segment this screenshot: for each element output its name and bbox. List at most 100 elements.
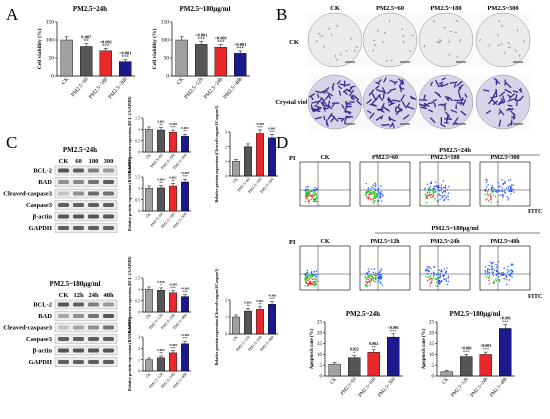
flow-event-dot (428, 187, 431, 189)
microscopy-field (307, 12, 363, 68)
blot-band (73, 191, 84, 196)
cell-mark (502, 95, 506, 103)
flow-plot-label: CK (321, 155, 330, 161)
flow-event-dot (501, 187, 503, 189)
chart-category-label: PM2.5~300 (378, 377, 397, 399)
chart-bar (175, 39, 188, 77)
chart-y-tick-label: 0 (51, 74, 54, 80)
blot-band (73, 168, 84, 173)
flow-event-dot (426, 192, 428, 194)
chart-bar (99, 50, 112, 77)
flow-event-dot (487, 200, 490, 202)
flow-event-dot (435, 181, 437, 183)
flow-event-dot (438, 193, 441, 196)
flow-event-dot (439, 274, 441, 276)
cell-mark (440, 123, 446, 128)
cell-mark (385, 108, 390, 112)
chart-p-value-label: <0.001 (256, 122, 265, 126)
flow-event-dot (446, 189, 449, 191)
cell-mark (371, 92, 376, 100)
flow-event-dot (437, 184, 440, 187)
flow-event-dot (495, 269, 498, 271)
chart-y-tick-label: 3 (138, 335, 140, 340)
flow-event-dot (375, 194, 378, 196)
flow-event-dot (507, 197, 510, 199)
flow-event-dot (309, 282, 312, 285)
cell-mark (336, 24, 338, 28)
flow-event-dot (380, 268, 383, 270)
flow-event-dot (374, 194, 376, 196)
cell-mark (457, 87, 462, 92)
cell-mark (497, 101, 504, 106)
chart-bar (195, 44, 208, 77)
cell-mark (452, 122, 458, 126)
flow-event-dot (380, 269, 382, 272)
flow-event-dot (364, 194, 366, 196)
chart-p-value-label: <0.001 (388, 325, 399, 330)
flow-event-dot (309, 278, 311, 280)
cell-mark (339, 83, 346, 86)
flow-plot-label: PM2.5~24h (430, 239, 460, 245)
flow-event-dot (369, 191, 371, 194)
chart-significance-stars: ** (159, 124, 163, 128)
panel-letter-d: D (276, 133, 288, 152)
cell-mark (399, 84, 403, 93)
blot-lane-label: CK (59, 292, 69, 299)
flow-event-dot (487, 268, 489, 270)
blot-band-label: GAPDH (29, 225, 52, 232)
flow-event-dot (368, 273, 370, 275)
chart-significance-stars: ** (246, 305, 250, 309)
flow-event-dot (433, 266, 436, 268)
cell-mark (490, 95, 498, 99)
flow-event-dot (308, 274, 310, 276)
cell-mark (400, 94, 405, 102)
flow-event-dot (428, 270, 430, 272)
flow-event-dot (313, 282, 315, 284)
flow-event-dot (436, 281, 438, 284)
flow-event-dot (371, 186, 373, 188)
flow-plot-label: PM2.5~48h (490, 239, 520, 245)
flow-event-dot (380, 276, 382, 278)
cell-mark (458, 91, 461, 99)
flow-event-dot (370, 277, 372, 280)
chart-y-tick-label: 1 (225, 159, 227, 164)
cell-mark (395, 109, 401, 115)
flow-event-dot (436, 285, 439, 288)
chart-category-label: CK (442, 377, 451, 386)
flow-event-dot (444, 191, 446, 193)
cell-mark (316, 98, 322, 105)
flow-event-dot (314, 277, 317, 279)
flow-event-dot (429, 182, 432, 184)
flow-event-dot (496, 201, 499, 203)
flow-event-dot (433, 185, 435, 188)
cell-mark (388, 98, 391, 104)
flow-event-dot (377, 199, 380, 202)
flow-event-dot (308, 282, 311, 284)
flow-event-dot (306, 282, 308, 285)
flow-event-dot (486, 179, 488, 182)
microscopy-field (418, 74, 474, 130)
flow-event-dot (372, 202, 374, 204)
chart-y-tick-label: 100 (46, 38, 55, 44)
chart-p-value-label: 0.002 (181, 126, 189, 130)
cell-mark (393, 99, 401, 103)
flow-event-dot (426, 268, 428, 270)
cell-mark (373, 43, 376, 46)
cell-mark (331, 103, 335, 108)
flow-event-dot (498, 280, 501, 282)
flow-event-dot (439, 275, 441, 278)
flow-event-dot (312, 198, 315, 200)
cell-mark (345, 116, 352, 119)
chart-p-value-label: <0.001 (169, 122, 178, 126)
flow-event-dot (504, 189, 506, 191)
flow-event-dot (428, 188, 430, 190)
flow-event-dot (307, 283, 310, 285)
flow-event-dot (441, 279, 443, 282)
cell-mark (327, 27, 331, 30)
flow-event-dot (365, 193, 367, 195)
flow-event-dot (374, 189, 377, 191)
flow-event-dot (309, 274, 312, 276)
flow-event-dot (374, 199, 376, 202)
flow-event-dot (433, 274, 435, 277)
